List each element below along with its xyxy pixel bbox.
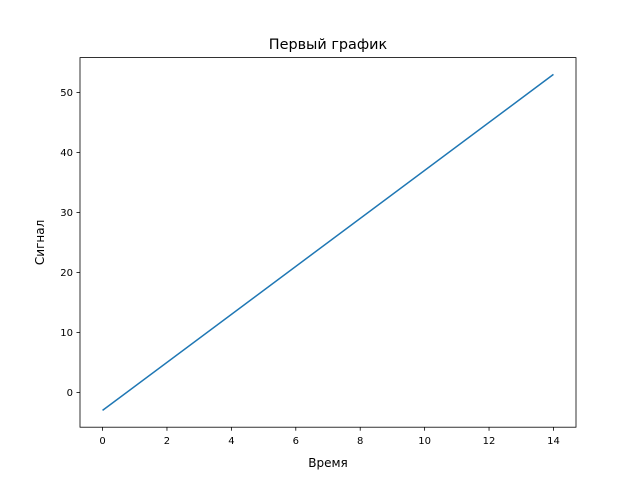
x-tick-label: 6 <box>293 436 299 447</box>
x-tick-label: 8 <box>357 436 363 447</box>
x-axis-label: Время <box>308 456 348 470</box>
y-tick-label: 10 <box>60 328 73 339</box>
y-tick-label: 0 <box>67 388 73 399</box>
x-tick-label: 0 <box>99 436 105 447</box>
y-tick-label: 50 <box>60 88 73 99</box>
x-tick-label: 14 <box>547 436 560 447</box>
y-tick-label: 40 <box>60 148 73 159</box>
x-tick-label: 4 <box>228 436 234 447</box>
chart-title: Первый график <box>269 37 388 53</box>
x-tick-label: 12 <box>483 436 496 447</box>
y-axis-label: Сигнал <box>33 220 47 265</box>
x-tick-label: 10 <box>418 436 431 447</box>
y-tick-label: 30 <box>60 208 73 219</box>
x-tick-label: 2 <box>164 436 170 447</box>
series-line <box>102 73 554 412</box>
axes-frame <box>79 57 577 428</box>
y-tick-label: 20 <box>60 268 73 279</box>
